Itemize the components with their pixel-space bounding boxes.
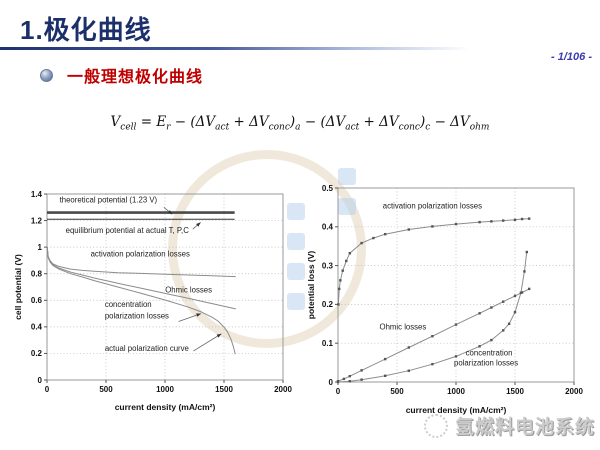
section-heading-label: 一般理想极化曲线 (67, 69, 204, 86)
svg-text:0: 0 (38, 376, 43, 385)
cell-voltage-formula: Vcell = Er − (ΔVact + ΔVconc)a − (ΔVact … (110, 114, 490, 133)
svg-text:concentration: concentration (105, 300, 152, 309)
svg-text:0: 0 (329, 378, 334, 387)
svg-text:Ohmic losses: Ohmic losses (380, 323, 427, 332)
svg-text:0.1: 0.1 (322, 339, 334, 348)
svg-text:500: 500 (390, 387, 404, 396)
footer-watermark: 氢燃料电池系统 (423, 412, 595, 439)
watermark-glyph (287, 233, 305, 250)
svg-text:equilibrium potential at actua: equilibrium potential at actual T, P,C (66, 226, 190, 235)
svg-text:1: 1 (38, 243, 43, 252)
svg-text:2000: 2000 (274, 385, 292, 394)
svg-text:Ohmic losses: Ohmic losses (165, 285, 212, 294)
svg-text:1500: 1500 (506, 387, 524, 396)
fuel-cell-logo-icon (423, 413, 448, 438)
seal-watermark (168, 150, 366, 348)
svg-text:0: 0 (45, 385, 50, 394)
cell-potential-chart: 0 500 1000 1500 2000 0 0.2 0.4 0.6 0.8 1 1.2 1.4 curr… (13, 190, 292, 412)
svg-text:0.2: 0.2 (31, 349, 43, 358)
svg-text:1.4: 1.4 (31, 190, 43, 199)
svg-text:0: 0 (336, 387, 341, 396)
svg-text:theoretical potential (1.23 V): theoretical potential (1.23 V) (60, 196, 158, 205)
bullet-icon (40, 68, 53, 82)
svg-text:0.2: 0.2 (322, 300, 334, 309)
page-title: 1.极化曲线 (20, 15, 152, 45)
svg-text:activation polarization losses: activation polarization losses (383, 202, 482, 211)
svg-text:0.4: 0.4 (322, 223, 334, 232)
svg-text:current density (mA/cm²): current density (mA/cm²) (115, 402, 216, 412)
page-number: - 1/106 - (551, 51, 592, 63)
potential-loss-chart: 0 500 1000 1500 2000 0 0.1 0.2 0.3 0.4 0.5 current … (306, 184, 583, 415)
watermark-glyph-column (287, 203, 305, 310)
svg-text:current density (mA/cm²): current density (mA/cm²) (406, 405, 507, 415)
svg-text:polarization losses: polarization losses (105, 312, 169, 321)
svg-text:potential loss (V): potential loss (V) (306, 251, 316, 320)
svg-text:1000: 1000 (156, 385, 174, 394)
section-heading: 一般理想极化曲线 (40, 63, 203, 87)
watermark-glyph (287, 293, 305, 310)
svg-text:2000: 2000 (565, 387, 583, 396)
svg-text:0.3: 0.3 (322, 261, 334, 270)
watermark-glyph (287, 203, 305, 220)
svg-text:0.6: 0.6 (31, 296, 43, 305)
svg-text:1500: 1500 (215, 385, 233, 394)
watermark-glyph (287, 263, 305, 280)
svg-text:1000: 1000 (447, 387, 465, 396)
footer-watermark-text: 氢燃料电池系统 (454, 417, 595, 438)
watermark-glyph (338, 168, 356, 185)
svg-text:polarization losses: polarization losses (454, 359, 518, 368)
svg-text:1.2: 1.2 (31, 216, 43, 225)
svg-text:actual polarization curve: actual polarization curve (105, 344, 189, 353)
watermark-glyph-column (338, 168, 356, 215)
svg-text:0.5: 0.5 (322, 184, 334, 193)
svg-text:activation polarization losses: activation polarization losses (91, 249, 190, 258)
watermark-glyph (338, 198, 356, 215)
svg-text:concentration: concentration (466, 349, 513, 358)
svg-text:cell potential (V): cell potential (V) (13, 254, 23, 320)
svg-text:0.4: 0.4 (31, 323, 43, 332)
title-divider (0, 47, 470, 50)
svg-text:500: 500 (99, 385, 113, 394)
svg-text:0.8: 0.8 (31, 270, 43, 279)
